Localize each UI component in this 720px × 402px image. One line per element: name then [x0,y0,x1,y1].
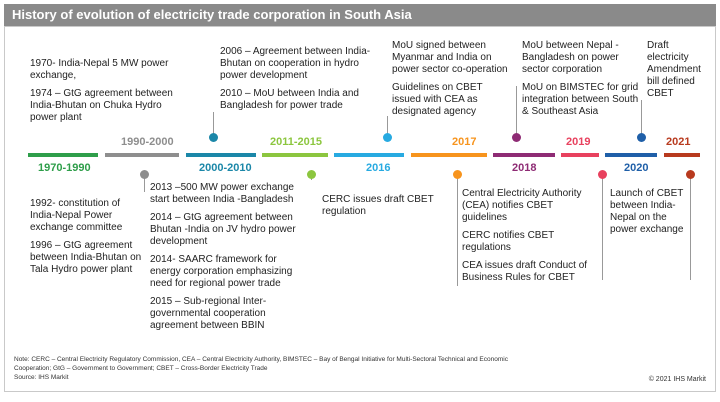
stem-1990 [144,176,145,192]
stem-2020 [641,100,642,136]
segment-2019 [561,153,599,157]
events-1990-2000: 1992- constitution of India-Nepal Power … [30,198,146,282]
event-text: 2015 – Sub-regional Inter-governmental c… [150,296,267,331]
segment-2016 [334,153,404,157]
stem-2017 [457,176,458,286]
event-text: Draft electricity Amendment bill defined… [647,40,701,99]
marker-2021 [686,170,695,179]
events-2019: Launch of CBET between India-Nepal on th… [610,188,684,242]
stem-2016top [387,116,388,136]
event-text: 1970- India-Nepal 5 MW power exchange, [30,58,169,81]
event-text: Guidelines on CBET issued with CEA as de… [392,82,483,117]
stem-2018 [516,86,517,136]
segment-1970-1990 [28,153,98,157]
event-text: MoU on BIMSTEC for grid integration betw… [522,82,639,117]
events-2018: MoU between Nepal - Bangladesh on power … [522,40,640,124]
year-label-2016: 2016 [366,162,391,174]
title-bar: History of evolution of electricity trad… [4,4,716,26]
marker-2011 [307,170,316,179]
event-text: CERC issues draft CBET regulation [322,194,434,217]
page-title: History of evolution of electricity trad… [12,7,412,22]
events-2016-top: MoU signed between Myanmar and India on … [392,40,510,124]
event-text: Launch of CBET between India-Nepal on th… [610,188,684,235]
segment-2011-2015 [262,153,328,157]
marker-1990 [140,170,149,179]
segment-1990-2000 [105,153,179,157]
events-2000-2010: 2006 – Agreement between India-Bhutan on… [220,46,386,118]
year-label-1990-2000: 1990-2000 [121,136,174,148]
year-label-2011-2015: 2011-2015 [270,136,322,148]
segment-2020 [605,153,657,157]
event-text: MoU between Nepal - Bangladesh on power … [522,40,619,75]
events-2020: Draft electricity Amendment bill defined… [647,40,711,106]
year-label-2017: 2017 [452,136,477,148]
year-label-1970-1990: 1970-1990 [38,162,91,174]
year-label-2000-2010: 2000-2010 [199,162,252,174]
marker-2020 [637,133,646,142]
events-2011-2015: 2013 –500 MW power exchange start betwee… [150,182,310,338]
year-label-2019: 2019 [566,136,591,148]
event-text: 2010 – MoU between India and Bangladesh … [220,88,359,111]
stem-2000 [213,112,214,138]
year-label-2020: 2020 [624,162,649,174]
note-text: Note: CERC – Central Electricity Regulat… [14,356,508,372]
event-text: 2013 –500 MW power exchange start betwee… [150,182,294,205]
frame [4,26,716,392]
year-label-2018: 2018 [512,162,537,174]
marker-2018 [512,133,521,142]
event-text: 1992- constitution of India-Nepal Power … [30,198,123,233]
marker-2000 [209,133,218,142]
event-text: CERC notifies CBET regulations [462,230,555,253]
marker-2019 [598,170,607,179]
segment-2021 [664,153,700,157]
event-text: 2014 – GtG agreement between Bhutan -Ind… [150,212,296,247]
event-text: Central Electricity Authority (CEA) noti… [462,188,582,223]
events-1970-1990: 1970- India-Nepal 5 MW power exchange, 1… [30,58,190,130]
stem-2019 [602,176,603,280]
segment-2018 [493,153,555,157]
copyright: © 2021 IHS Markit [648,376,706,383]
year-label-2021: 2021 [666,136,691,148]
event-text: MoU signed between Myanmar and India on … [392,40,508,75]
marker-2017 [453,170,462,179]
event-text: 2006 – Agreement between India-Bhutan on… [220,46,371,81]
segment-2017 [411,153,487,157]
footnote: Note: CERC – Central Electricity Regulat… [14,355,514,382]
event-text: 2014- SAARC framework for energy corpora… [150,254,293,289]
marker-2016 [383,133,392,142]
source-text: Source: IHS Markit [14,374,69,381]
events-2017: Central Electricity Authority (CEA) noti… [462,188,594,290]
segment-2000-2010 [186,153,256,157]
events-2016-bottom: CERC issues draft CBET regulation [322,194,442,224]
event-text: 1974 – GtG agreement between India-Bhuta… [30,88,173,123]
event-text: 1996 – GtG agreement between India-Bhuta… [30,240,142,275]
event-text: CEA issues draft Conduct of Business Rul… [462,260,588,283]
stem-2021 [690,176,691,280]
